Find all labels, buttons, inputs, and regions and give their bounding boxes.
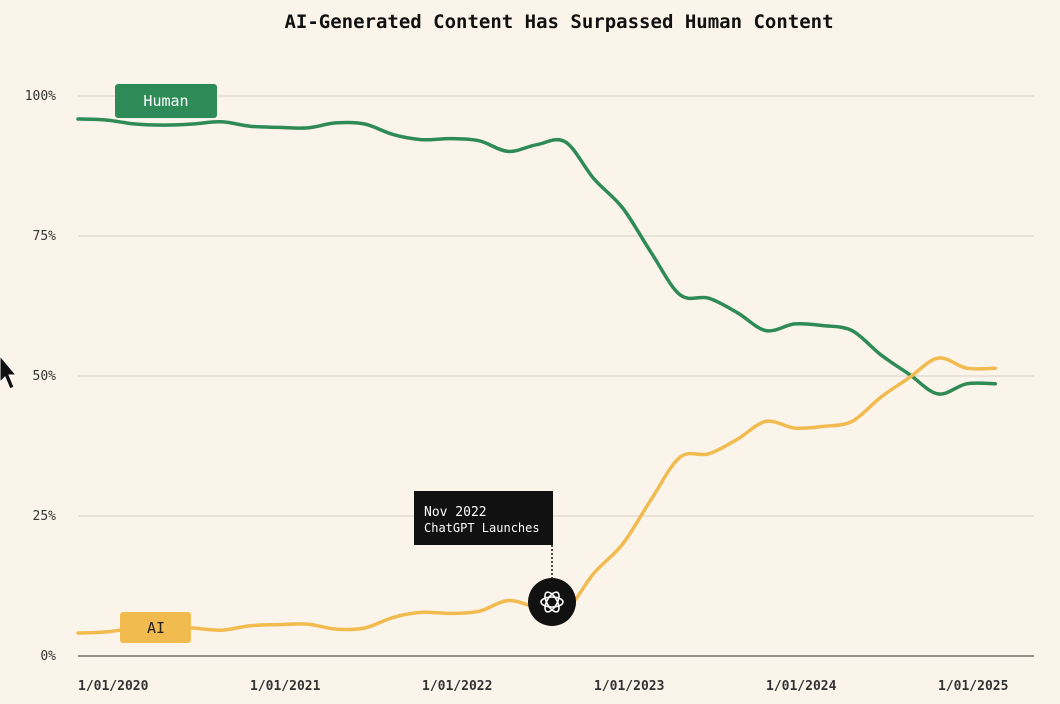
data-point-ai (477, 609, 481, 613)
data-point-ai (363, 626, 367, 630)
y-tick-label: 100% (25, 89, 56, 104)
data-point-human (219, 120, 223, 124)
data-point-human (793, 322, 797, 326)
data-point-human (965, 382, 969, 386)
data-point-ai (191, 626, 195, 630)
data-point-human (420, 138, 424, 142)
data-point-human (391, 133, 395, 137)
data-point-ai (764, 419, 768, 423)
data-point-human (936, 392, 940, 396)
data-point-ai (76, 631, 80, 635)
data-point-ai (449, 611, 453, 615)
data-point-ai (248, 624, 252, 628)
data-point-human (850, 329, 854, 333)
data-point-human (764, 329, 768, 333)
annotation-line-1: Nov 2022 (424, 505, 487, 520)
openai-logo-icon (528, 578, 576, 626)
data-point-ai (936, 356, 940, 360)
annotation-box (414, 491, 553, 545)
series-label-human: Human (115, 84, 217, 118)
data-point-human (363, 122, 367, 126)
data-point-human (563, 140, 567, 144)
x-tick-label: 1/01/2021 (250, 679, 321, 694)
data-point-human (162, 123, 166, 127)
data-point-human (735, 311, 739, 315)
series-line-human (76, 117, 998, 396)
x-tick-label: 1/01/2025 (938, 679, 1008, 694)
data-point-ai (391, 615, 395, 619)
data-point-ai (850, 419, 854, 423)
data-point-human (477, 139, 481, 143)
data-point-human (821, 324, 825, 328)
data-point-human (879, 353, 883, 357)
data-point-ai (907, 376, 911, 380)
mouse-cursor-icon (0, 355, 18, 390)
data-point-human (133, 122, 137, 126)
data-point-human (334, 121, 338, 125)
data-point-human (248, 124, 252, 128)
data-point-ai (707, 452, 711, 456)
x-tick-label: 1/01/2024 (766, 679, 837, 694)
y-tick-label: 75% (33, 229, 57, 244)
x-tick-label: 1/01/2022 (422, 679, 492, 694)
data-point-ai (965, 366, 969, 370)
data-point-ai (105, 630, 109, 634)
y-tick-label: 50% (33, 369, 57, 384)
series-label-human-text: Human (143, 92, 188, 110)
series-label-ai-text: AI (147, 619, 165, 637)
data-point-human (707, 296, 711, 300)
data-point-human (277, 125, 281, 129)
data-point-ai (277, 623, 281, 627)
data-point-human (76, 117, 80, 121)
data-point-human (535, 143, 539, 147)
data-point-human (678, 293, 682, 297)
data-point-ai (678, 455, 682, 459)
data-point-ai (993, 366, 997, 370)
x-tick-label: 1/01/2020 (78, 679, 149, 694)
data-point-ai (305, 622, 309, 626)
data-point-human (506, 149, 510, 153)
data-point-human (305, 126, 309, 130)
data-point-ai (735, 437, 739, 441)
data-point-ai (621, 542, 625, 546)
data-point-ai (506, 599, 510, 603)
data-point-human (191, 122, 195, 126)
data-point-ai (821, 424, 825, 428)
annotation-chatgpt: Nov 2022 ChatGPT Launches (414, 491, 576, 626)
data-point-human (649, 251, 653, 255)
y-tick-label: 25% (33, 509, 57, 524)
data-point-ai (592, 571, 596, 575)
y-tick-label: 0% (40, 649, 56, 664)
data-point-human (993, 382, 997, 386)
annotation-line-2: ChatGPT Launches (424, 521, 540, 535)
data-point-human (449, 137, 453, 141)
data-point-human (621, 206, 625, 210)
data-point-ai (649, 497, 653, 501)
data-point-ai (879, 395, 883, 399)
x-tick-label: 1/01/2023 (594, 679, 664, 694)
data-point-human (105, 118, 109, 122)
data-point-ai (219, 628, 223, 632)
series-label-ai: AI (120, 612, 191, 643)
data-point-ai (334, 627, 338, 631)
chart-title: AI-Generated Content Has Surpassed Human… (284, 11, 833, 33)
data-point-human (592, 177, 596, 181)
data-point-ai (793, 426, 797, 430)
data-point-ai (420, 610, 424, 614)
